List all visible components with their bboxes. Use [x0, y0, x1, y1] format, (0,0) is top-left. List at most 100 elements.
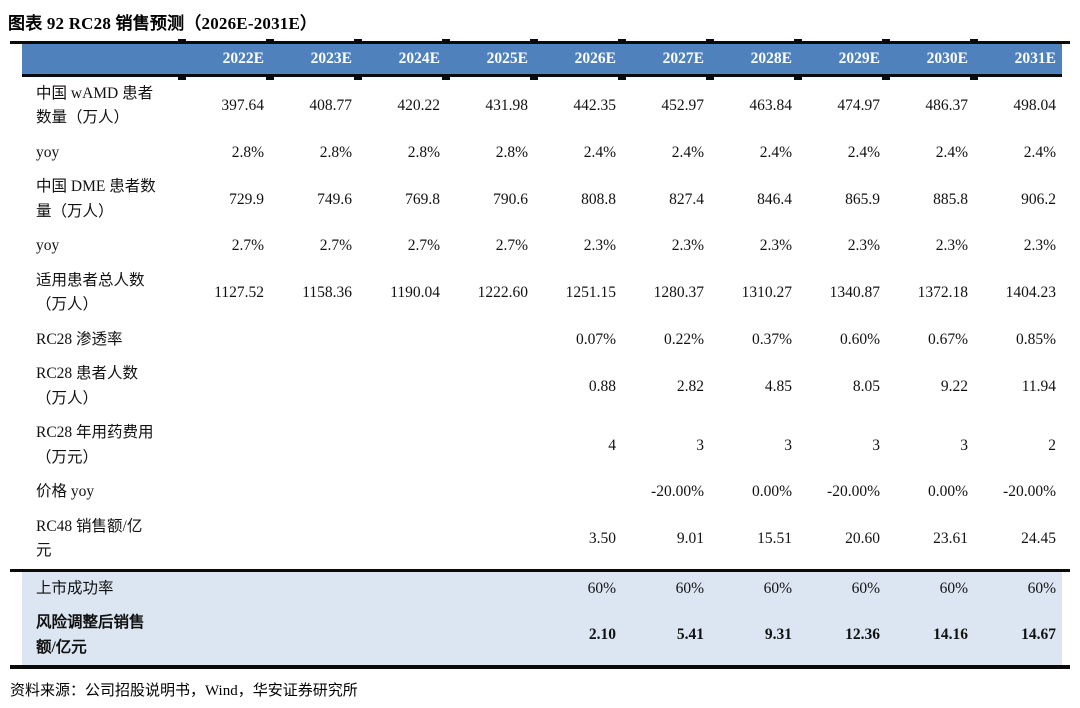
cell-value: 1190.04: [390, 284, 440, 302]
cell-value: [446, 572, 534, 606]
cell-value: 885.8: [933, 190, 968, 208]
cell-value: 12.36: [845, 626, 880, 644]
cell-value: 2.4%: [671, 143, 704, 161]
table-header: 2022E 2023E 2024E 2025E 2026E 2027E 2028E 2029E…: [22, 39, 1062, 80]
cell-value: [270, 416, 358, 475]
cell-value: 9.01: [676, 530, 704, 548]
cell-value: 486.37: [925, 97, 968, 115]
cell-value: 2.3%: [759, 237, 792, 255]
cell-value: [182, 572, 270, 606]
cell-value: 2.8%: [495, 143, 528, 161]
cell-value: [270, 510, 358, 569]
cell-value: 729.9: [229, 190, 264, 208]
cell-value: 2.4%: [759, 143, 792, 161]
header-label-spacer: [22, 44, 182, 77]
cell-value: [446, 323, 534, 357]
cell-value: [182, 475, 270, 509]
table-row: yoy 2.7% 2.7% 2.7% 2.7% 2.3% 2.3% 2.3% 2.3% 2.3% 2…: [22, 229, 1062, 263]
cell-value: 60%: [1027, 579, 1056, 597]
cell-value: 1251.15: [565, 284, 616, 302]
cell-value: 9.31: [764, 626, 792, 644]
cell-value: 20.60: [845, 530, 880, 548]
row-label: RC48 销售额/亿 元: [36, 517, 143, 560]
forecast-table-wrap: 2022E 2023E 2024E 2025E 2026E 2027E 2028E 2029E…: [10, 39, 1070, 670]
cell-value: 1372.18: [917, 284, 968, 302]
cell-value: -20.00%: [827, 483, 880, 501]
row-label: yoy: [36, 143, 60, 161]
cell-value: 4: [608, 436, 616, 454]
cell-value: [358, 606, 446, 665]
cell-value: 2.4%: [1023, 143, 1056, 161]
header-row: 2022E 2023E 2024E 2025E 2026E 2027E 2028E 2029E…: [22, 39, 1062, 80]
cell-value: 2.7%: [231, 237, 264, 255]
cell-value: [358, 323, 446, 357]
cell-value: [270, 323, 358, 357]
cell-value: 2.8%: [407, 143, 440, 161]
cell-value: 2: [1048, 436, 1056, 454]
cell-value: 24.45: [1021, 530, 1056, 548]
cell-value: 906.2: [1021, 190, 1056, 208]
cell-value: 60%: [587, 579, 616, 597]
cell-value: 11.94: [1021, 377, 1056, 395]
cell-value: [182, 606, 270, 665]
cell-value: 2.4%: [583, 143, 616, 161]
cell-value: 14.16: [933, 626, 968, 644]
cell-value: 474.97: [837, 97, 880, 115]
cell-value: 60%: [763, 579, 792, 597]
column-header-2022E: 2022E: [178, 39, 270, 80]
cell-value: 442.35: [573, 97, 616, 115]
cell-value: 431.98: [485, 97, 528, 115]
forecast-table-main: 2022E 2023E 2024E 2025E 2026E 2027E 2028E 2029E…: [22, 39, 1062, 569]
row-label: 适用患者总人数 （万人）: [36, 271, 145, 314]
cell-value: 420.22: [397, 97, 440, 115]
cell-value: 23.61: [933, 530, 968, 548]
cell-value: 3: [696, 436, 704, 454]
cell-value: 3: [872, 436, 880, 454]
cell-value: 865.9: [845, 190, 880, 208]
cell-value: 0.00%: [927, 483, 968, 501]
cell-value: [270, 475, 358, 509]
table-row: 中国 wAMD 患者 数量（万人） 397.64 408.77 420.22 431.9…: [22, 76, 1062, 136]
cell-value: 2.3%: [847, 237, 880, 255]
cell-value: 463.84: [749, 97, 792, 115]
cell-value: [182, 416, 270, 475]
cell-value: 1340.87: [829, 284, 880, 302]
table-row: RC28 患者人数 （万人） 0.88 2.82 4.85 8.05 9.22 11.94: [22, 357, 1062, 416]
cell-value: 498.04: [1013, 97, 1056, 115]
cell-value: 2.7%: [495, 237, 528, 255]
cell-value: [270, 572, 358, 606]
column-header-2026E: 2026E: [530, 39, 622, 80]
cell-value: 0.37%: [751, 330, 792, 348]
cell-value: [358, 572, 446, 606]
table-row: RC28 年用药费用 （万元） 4 3 3 3 3 2: [22, 416, 1062, 475]
cell-value: 408.77: [309, 97, 352, 115]
cell-value: [270, 606, 358, 665]
cell-value: 0.88: [588, 377, 616, 395]
table-row: 风险调整后销售 额/亿元 2.10 5.41 9.31 12.36 14.16 14.67: [22, 606, 1062, 666]
cell-value: 1222.60: [477, 284, 528, 302]
cell-value: 9.22: [940, 377, 968, 395]
cell-value: 0.85%: [1015, 330, 1056, 348]
row-label: RC28 渗透率: [36, 330, 123, 348]
row-label: 上市成功率: [36, 579, 114, 597]
cell-value: 8.05: [852, 377, 880, 395]
cell-value: [446, 606, 534, 665]
cell-value: 1310.27: [741, 284, 792, 302]
cell-value: -20.00%: [651, 483, 704, 501]
cell-value: 2.4%: [847, 143, 880, 161]
column-header-2030E: 2030E: [882, 39, 974, 80]
cell-value: [182, 357, 270, 416]
cell-value: 2.3%: [671, 237, 704, 255]
table-row: yoy 2.8% 2.8% 2.8% 2.8% 2.4% 2.4% 2.4% 2.4% 2.4% 2…: [22, 136, 1062, 170]
cell-value: 15.51: [757, 530, 792, 548]
cell-value: 3: [784, 436, 792, 454]
cell-value: 452.97: [661, 97, 704, 115]
cell-value: [446, 510, 534, 569]
cell-value: 3.50: [588, 530, 616, 548]
table-row: 适用患者总人数 （万人） 1127.52 1158.36 1190.04 1222.60…: [22, 264, 1062, 323]
cell-value: 808.8: [581, 190, 616, 208]
cell-value: [358, 416, 446, 475]
row-label: 中国 DME 患者数 量（万人）: [36, 178, 156, 220]
cell-value: 2.4%: [935, 143, 968, 161]
cell-value: 60%: [851, 579, 880, 597]
